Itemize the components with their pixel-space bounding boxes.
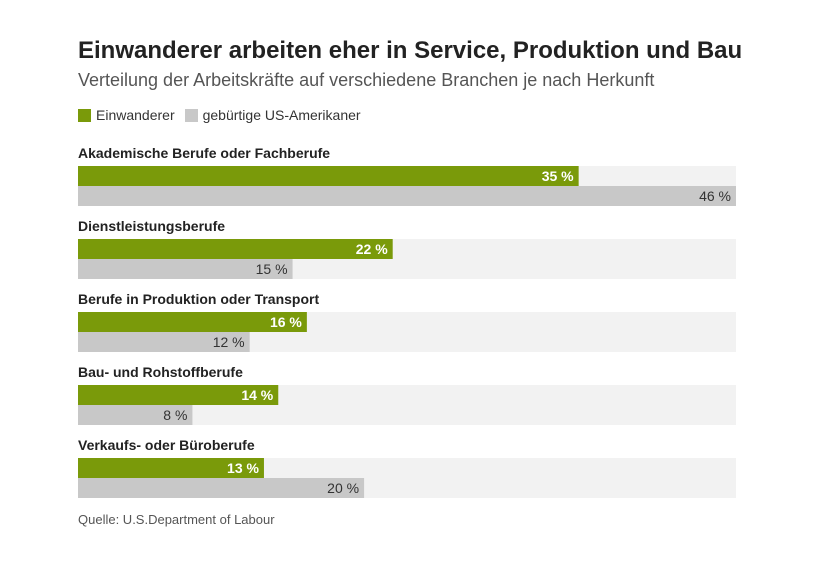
category-group: Akademische Berufe oder Fachberufe 35 % 46… [78, 145, 736, 206]
data-label-natives: 46 % [699, 188, 731, 204]
category-group: Berufe in Produktion oder Transport 16 % 1… [78, 291, 736, 352]
chart-page: Einwanderer arbeiten eher in Service, Pr… [78, 36, 743, 527]
category-group: Dienstleistungsberufe 22 % 15 % [78, 218, 736, 279]
data-label-natives: 8 % [163, 407, 187, 423]
legend-label-immigrants: Einwanderer [96, 107, 175, 123]
category-group: Verkaufs- oder Büroberufe 13 % 20 % [78, 437, 736, 498]
legend-item-natives: gebürtige US-Amerikaner [184, 107, 361, 123]
bar-chart: Akademische Berufe oder Fachberufe 35 % 46… [78, 144, 738, 524]
bar-immigrants [78, 385, 279, 405]
data-label-natives: 15 % [256, 261, 288, 277]
bar-natives [78, 478, 365, 498]
category-label: Bau- und Rohstoffberufe [78, 364, 243, 380]
data-label-immigrants: 14 % [241, 387, 273, 403]
chart-subtitle: Verteilung der Arbeitskräfte auf verschi… [78, 70, 655, 90]
category-label: Verkaufs- oder Büroberufe [78, 437, 255, 453]
legend-swatch-natives [184, 108, 198, 122]
data-label-immigrants: 16 % [270, 314, 302, 330]
bar-track [78, 405, 736, 425]
bar-natives [78, 405, 193, 425]
category-label: Berufe in Produktion oder Transport [78, 291, 319, 307]
bar-immigrants [78, 239, 393, 259]
source-note: Quelle: U.S.Department of Labour [78, 512, 275, 527]
data-label-natives: 20 % [327, 480, 359, 496]
data-label-immigrants: 35 % [542, 168, 574, 184]
bar-immigrants [78, 166, 579, 186]
category-label: Dienstleistungsberufe [78, 218, 225, 234]
legend-item-immigrants: Einwanderer [78, 107, 175, 123]
bar-natives [78, 332, 250, 352]
data-label-immigrants: 22 % [356, 241, 388, 257]
data-label-immigrants: 13 % [227, 460, 259, 476]
chart-title: Einwanderer arbeiten eher in Service, Pr… [78, 37, 743, 64]
category-group: Bau- und Rohstoffberufe 14 % 8 % [78, 364, 736, 425]
bar-natives [78, 259, 293, 279]
data-label-natives: 12 % [213, 334, 245, 350]
legend-label-natives: gebürtige US-Amerikaner [202, 107, 361, 123]
bar-chart-svg: Akademische Berufe oder Fachberufe 35 % 46… [78, 145, 736, 498]
category-label: Akademische Berufe oder Fachberufe [78, 145, 330, 161]
bar-immigrants [78, 458, 264, 478]
bar-natives [78, 186, 736, 206]
bar-immigrants [78, 312, 307, 332]
legend-swatch-immigrants [78, 108, 91, 122]
legend: Einwanderer gebürtige US-Amerikaner [78, 106, 738, 124]
